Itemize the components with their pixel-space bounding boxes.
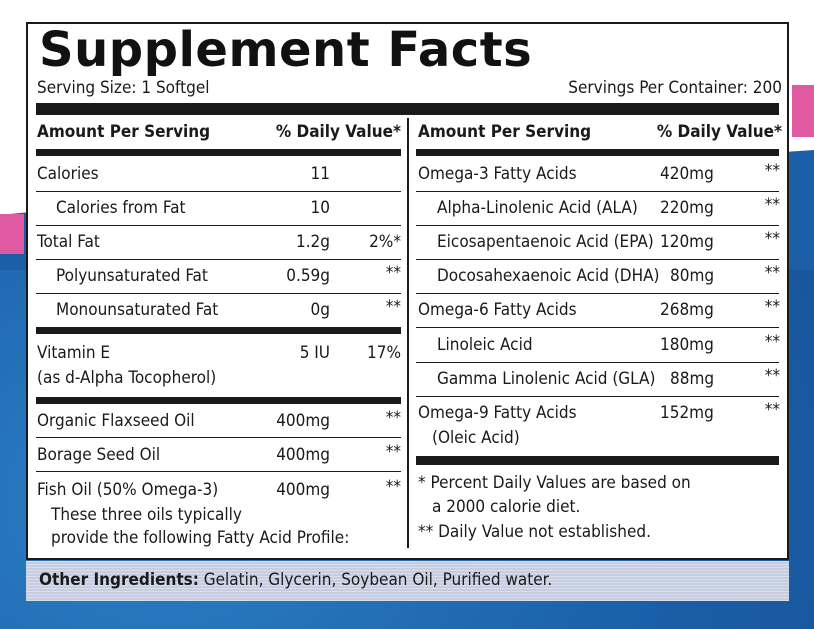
left-row-dv: 17% xyxy=(367,343,401,363)
left-row-name: Organic Flaxseed Oil xyxy=(37,411,195,431)
row-rule xyxy=(36,293,401,294)
left-row-name: Calories from Fat xyxy=(56,198,186,218)
right-row-dv: ** xyxy=(764,366,780,386)
other-ingredients: Other Ingredients: Gelatin, Glycerin, So… xyxy=(39,569,552,591)
oils-note-line-2: provide the following Fatty Acid Profile… xyxy=(51,528,350,548)
left-row-amount: 400mg xyxy=(276,411,330,431)
left-row-name: Fish Oil (50% Omega-3) xyxy=(37,480,219,500)
left-row-amount: 1.2g xyxy=(295,232,330,252)
left-row-name: Total Fat xyxy=(37,232,100,252)
row-rule xyxy=(416,259,779,260)
left-row-amount: 0.59g xyxy=(286,266,330,286)
row-rule xyxy=(36,437,401,438)
serving-size: Serving Size: 1 Softgel xyxy=(37,78,210,98)
row-rule xyxy=(36,471,401,472)
left-dv-header: % Daily Value* xyxy=(275,122,401,142)
left-row-dv: ** xyxy=(385,263,401,283)
left-row-dv: ** xyxy=(385,477,401,497)
right-row-dv: ** xyxy=(764,332,780,352)
right-row-name: Gamma Linolenic Acid (GLA) xyxy=(437,369,656,389)
row-rule xyxy=(36,191,401,192)
right-row-dv: ** xyxy=(764,400,780,420)
row-rule xyxy=(416,327,779,328)
footnote-calorie-diet: a 2000 calorie diet. xyxy=(432,497,581,517)
right-header-rule xyxy=(416,149,779,156)
right-row-dv: ** xyxy=(764,195,780,215)
left-row-amount: 0g xyxy=(310,300,330,320)
right-row-name: Eicosapentaenoic Acid (EPA) xyxy=(437,232,654,252)
left-row-name: Vitamin E xyxy=(37,343,111,363)
right-row-dv: ** xyxy=(764,229,780,249)
left-mid-rule xyxy=(36,397,401,404)
right-row-name: Omega-3 Fatty Acids xyxy=(418,164,577,184)
other-ingredients-band xyxy=(26,561,789,601)
right-row-amount: 420mg xyxy=(660,164,714,184)
right-row-name: Docosahexaenoic Acid (DHA) xyxy=(437,266,660,286)
row-rule xyxy=(36,225,401,226)
footnote-daily-values: * Percent Daily Values are based on xyxy=(418,473,691,493)
right-row-name: Omega-9 Fatty Acids xyxy=(418,403,577,423)
footnote-not-established: ** Daily Value not established. xyxy=(418,522,651,542)
left-row-amount: 400mg xyxy=(276,480,330,500)
left-row-dv: ** xyxy=(385,297,401,317)
right-row-dv: ** xyxy=(764,161,780,181)
row-rule xyxy=(416,191,779,192)
row-rule xyxy=(416,362,779,363)
left-header-rule xyxy=(36,149,401,156)
right-row-dv: ** xyxy=(764,263,780,283)
right-row-amount: 180mg xyxy=(660,335,714,355)
right-row-name: Omega-6 Fatty Acids xyxy=(418,300,577,320)
pink-accent-right xyxy=(792,85,814,137)
right-footnote-rule xyxy=(416,456,779,465)
right-row-amount: 120mg xyxy=(660,232,714,252)
pink-accent-left xyxy=(0,214,24,254)
servings-per-container: Servings Per Container: 200 xyxy=(568,78,782,98)
right-row-amount: 88mg xyxy=(670,369,715,389)
right-row-amount: 152mg xyxy=(660,403,714,423)
left-amount-header: Amount Per Serving xyxy=(37,122,211,142)
left-row-name: Monounsaturated Fat xyxy=(56,300,219,320)
column-divider xyxy=(407,118,409,548)
right-row-dv: ** xyxy=(764,297,780,317)
right-dv-header: % Daily Value* xyxy=(656,122,782,142)
row-rule xyxy=(416,396,779,397)
left-row-dv: ** xyxy=(385,442,401,462)
left-row-amount: 400mg xyxy=(276,445,330,465)
thick-rule-top xyxy=(36,103,779,115)
other-ingredients-value: Gelatin, Glycerin, Soybean Oil, Purified… xyxy=(198,570,553,590)
right-row-amount: 268mg xyxy=(660,300,714,320)
right-amount-header: Amount Per Serving xyxy=(418,122,592,142)
left-row-amount: 11 xyxy=(310,164,330,184)
right-row-name: Alpha-Linolenic Acid (ALA) xyxy=(437,198,638,218)
left-row-amount: 10 xyxy=(310,198,330,218)
label-title: Supplement Facts xyxy=(39,22,533,78)
right-row-amount: 80mg xyxy=(670,266,715,286)
oils-note-line-1: These three oils typically xyxy=(51,505,242,525)
right-row-amount: 220mg xyxy=(660,198,714,218)
left-mid-rule xyxy=(36,327,401,334)
left-row-name: Borage Seed Oil xyxy=(37,445,161,465)
row-rule xyxy=(416,293,779,294)
right-row-name: Linoleic Acid xyxy=(437,335,533,355)
row-rule xyxy=(416,225,779,226)
row-rule xyxy=(36,259,401,260)
other-ingredients-label: Other Ingredients: xyxy=(39,570,199,590)
left-row-dv: 2%* xyxy=(369,232,401,252)
left-row-dv: ** xyxy=(385,408,401,428)
right-row-name-sub: (Oleic Acid) xyxy=(432,428,520,448)
left-row-name-sub: (as d-Alpha Tocopherol) xyxy=(37,368,217,388)
left-row-name: Polyunsaturated Fat xyxy=(56,266,208,286)
left-row-name: Calories xyxy=(37,164,99,184)
left-row-amount: 5 IU xyxy=(299,343,330,363)
